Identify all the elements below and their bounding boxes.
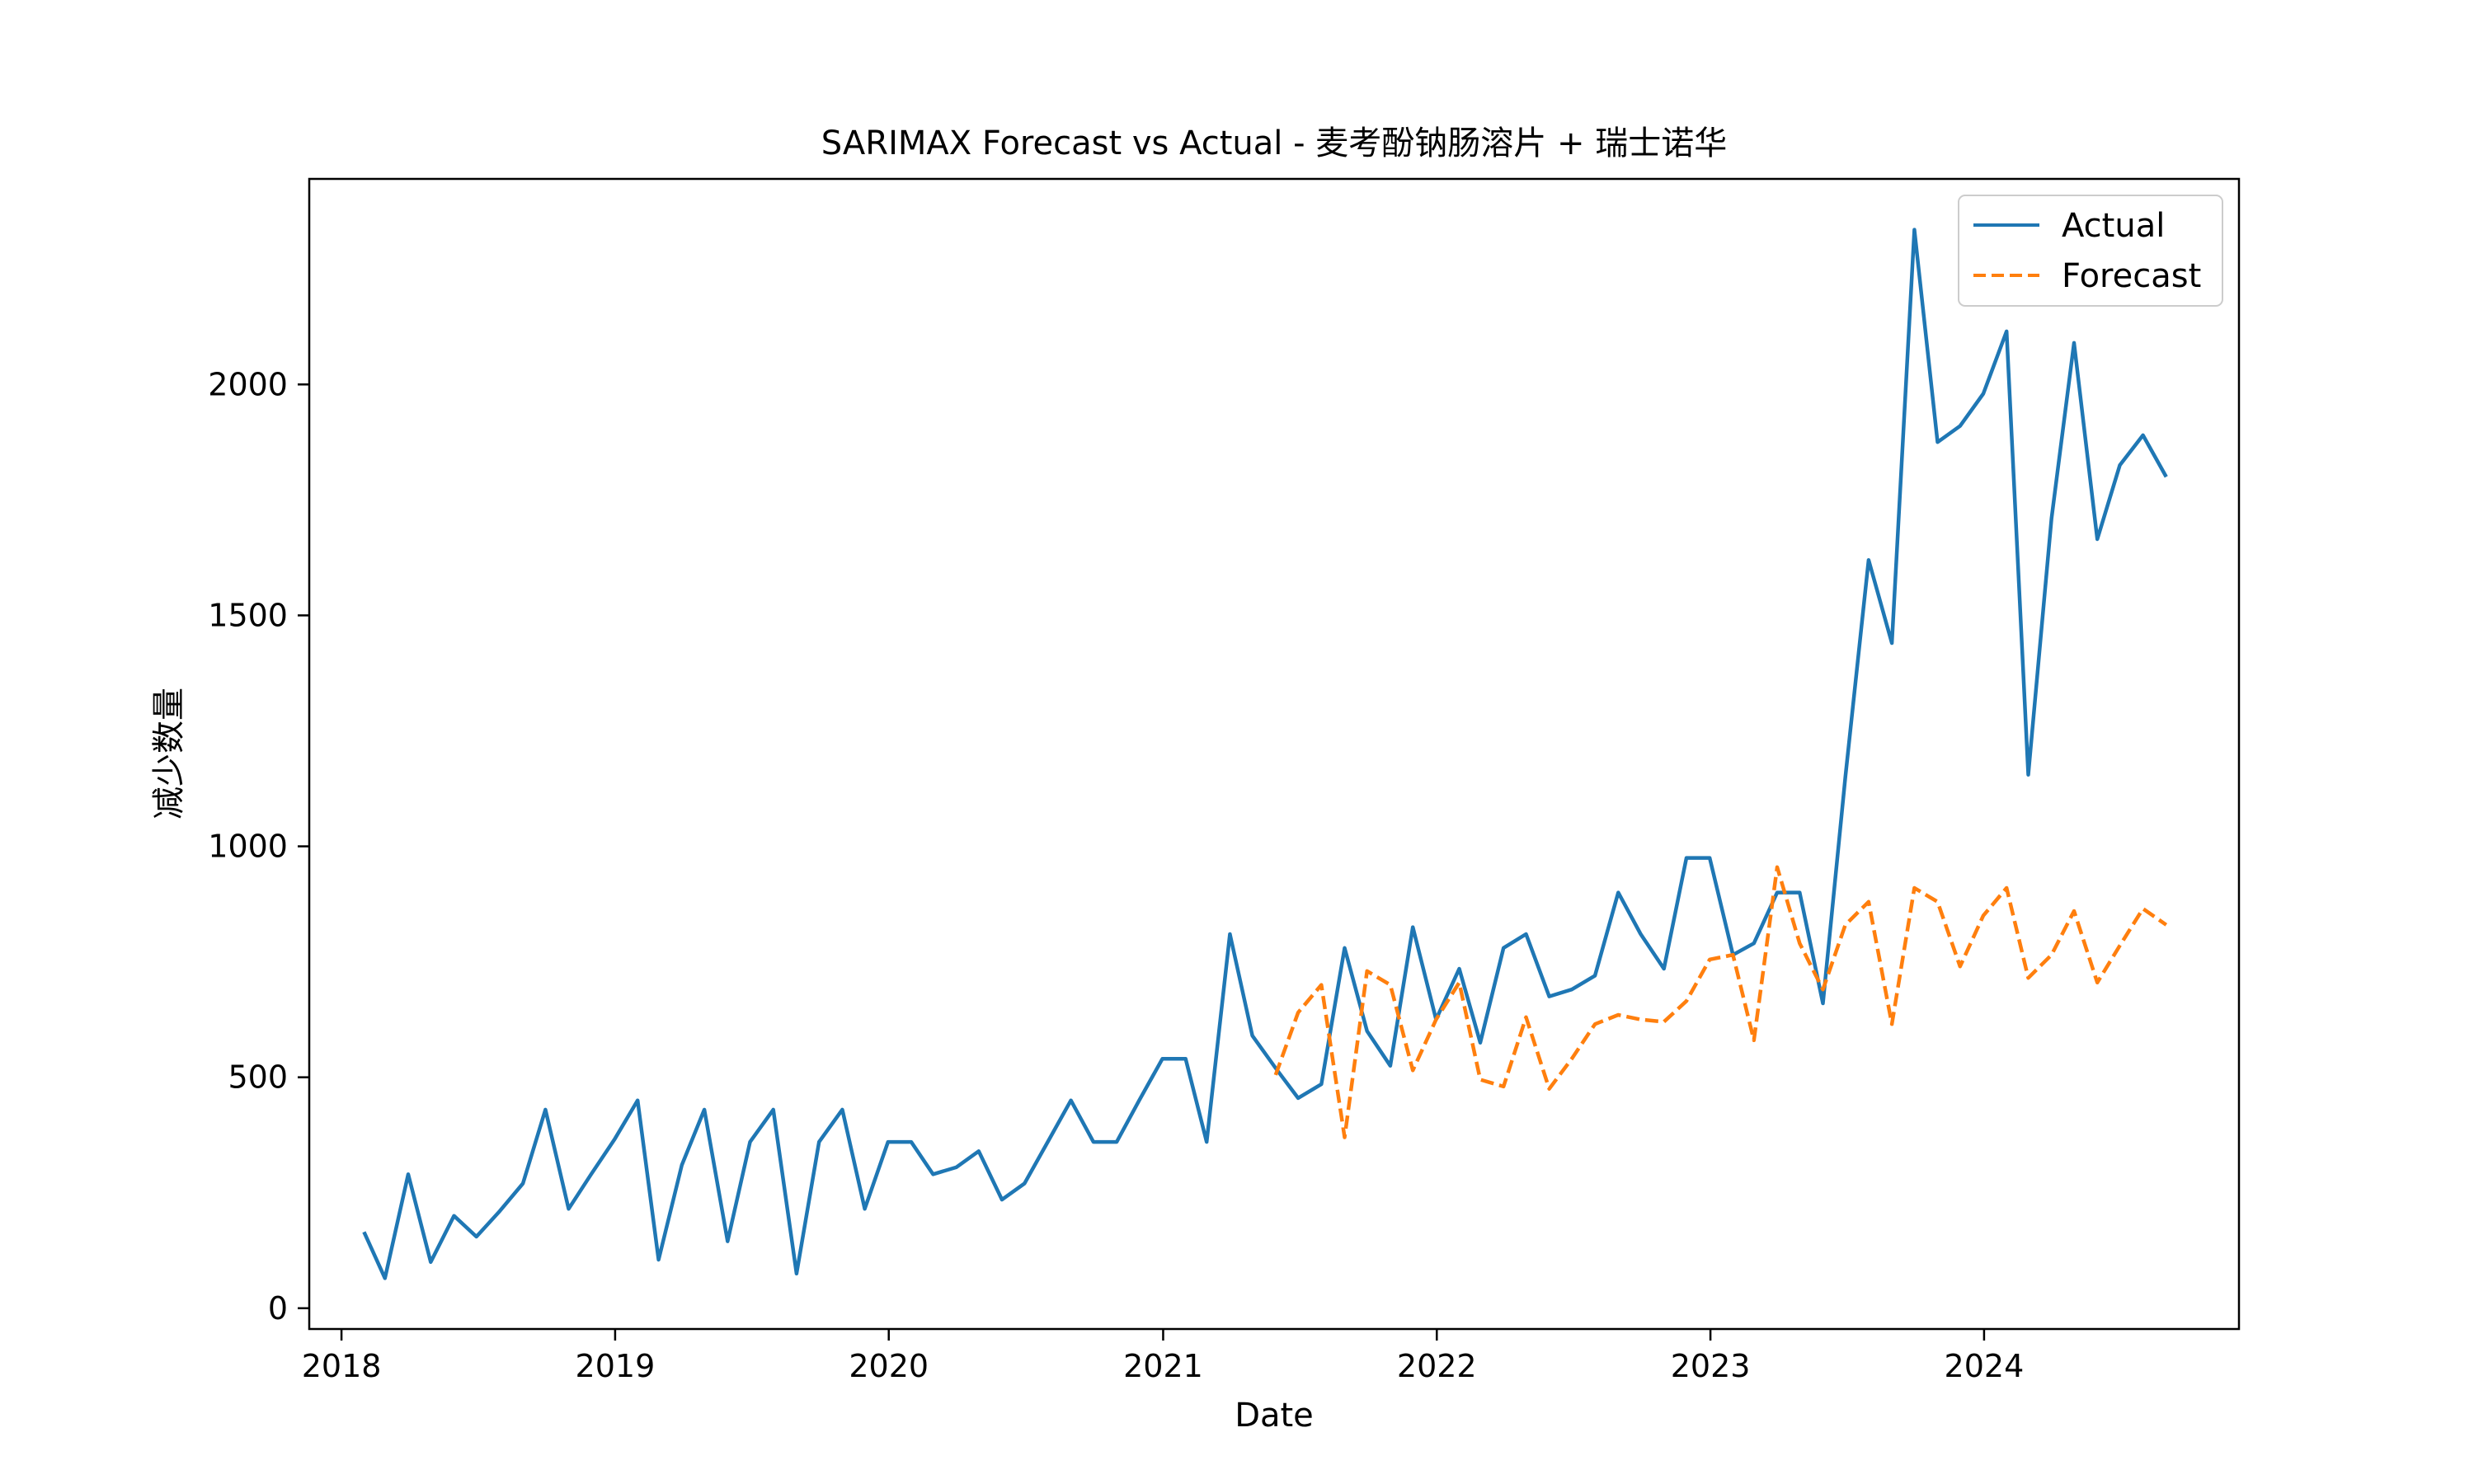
series-line-actual (362, 228, 2168, 1280)
x-tick-label: 2019 (576, 1348, 656, 1384)
x-tick-label: 2022 (1397, 1348, 1477, 1384)
x-axis: 2018 2019 2020 2021 2022 2023 2024 (302, 1329, 2025, 1384)
series-line-forecast (1273, 865, 2168, 1139)
y-tick-label: 2000 (208, 366, 288, 402)
x-tick-label: 2020 (849, 1348, 929, 1384)
series-layer (362, 228, 2168, 1280)
y-tick-label: 500 (228, 1059, 288, 1096)
x-tick-label: 2018 (302, 1348, 382, 1384)
y-axis: 0 500 1000 1500 2000 (208, 366, 309, 1327)
y-tick-label: 1500 (208, 597, 288, 633)
legend-box (1958, 195, 2223, 307)
legend: Actual Forecast (1958, 195, 2223, 307)
x-tick-label: 2024 (1945, 1348, 2025, 1384)
legend-label-actual: Actual (2062, 207, 2165, 245)
chart-title: SARIMAX Forecast vs Actual - 麦考酚钠肠溶片 + 瑞… (821, 124, 1727, 162)
x-tick-label: 2023 (1671, 1348, 1751, 1384)
x-tick-label: 2021 (1123, 1348, 1203, 1384)
y-tick-label: 0 (268, 1290, 288, 1327)
legend-label-forecast: Forecast (2062, 257, 2201, 295)
y-axis-title: 减少数量 (150, 688, 188, 819)
y-tick-label: 1000 (208, 829, 288, 865)
x-axis-title: Date (1235, 1397, 1314, 1435)
plot-frame (308, 177, 2241, 1331)
